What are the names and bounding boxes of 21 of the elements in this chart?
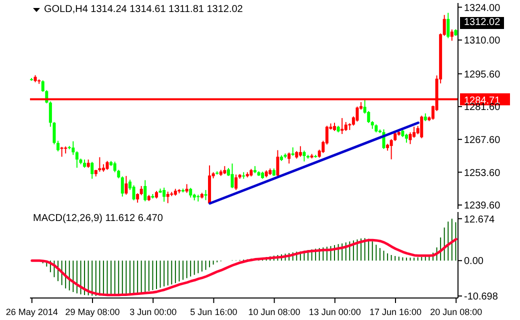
y-tick-label: 0.00 <box>464 256 484 268</box>
x-tick-label: 10 Jun 08:00 <box>248 307 300 317</box>
x-tick-label: 20 Jun 08:00 <box>430 307 482 317</box>
y-tick-label: -10.698 <box>464 292 498 303</box>
y-tick-label: 1253.60 <box>464 168 501 179</box>
y-tick-label: 1281.60 <box>464 102 501 114</box>
y-tick-label: 1295.60 <box>464 69 501 80</box>
y-tick-label: 1324.00 <box>464 2 501 14</box>
x-tick-label: 17 Jun 16:00 <box>369 307 422 317</box>
x-tick-label: 5 Jun 16:00 <box>190 307 238 317</box>
y-tick-label: 1267.60 <box>464 134 501 146</box>
y-tick-label: 1310.00 <box>464 36 501 47</box>
x-tick-label: 3 Jun 00:00 <box>130 307 177 317</box>
x-tick-label: 26 May 2014 <box>6 307 58 317</box>
chart-title: GOLD,H4 1314.24 1314.61 1311.81 1312.02 <box>44 4 243 15</box>
x-tick-label: 29 May 08:00 <box>65 307 120 317</box>
x-tick-label: 13 Jun 00:00 <box>308 307 361 317</box>
y-tick-label: 12.674 <box>464 214 496 226</box>
y-tick-label: 1239.60 <box>464 200 501 212</box>
text: 1312.02 <box>460 17 504 29</box>
chart-title: MACD(12,26,9) 11.612 6.470 <box>33 213 163 224</box>
